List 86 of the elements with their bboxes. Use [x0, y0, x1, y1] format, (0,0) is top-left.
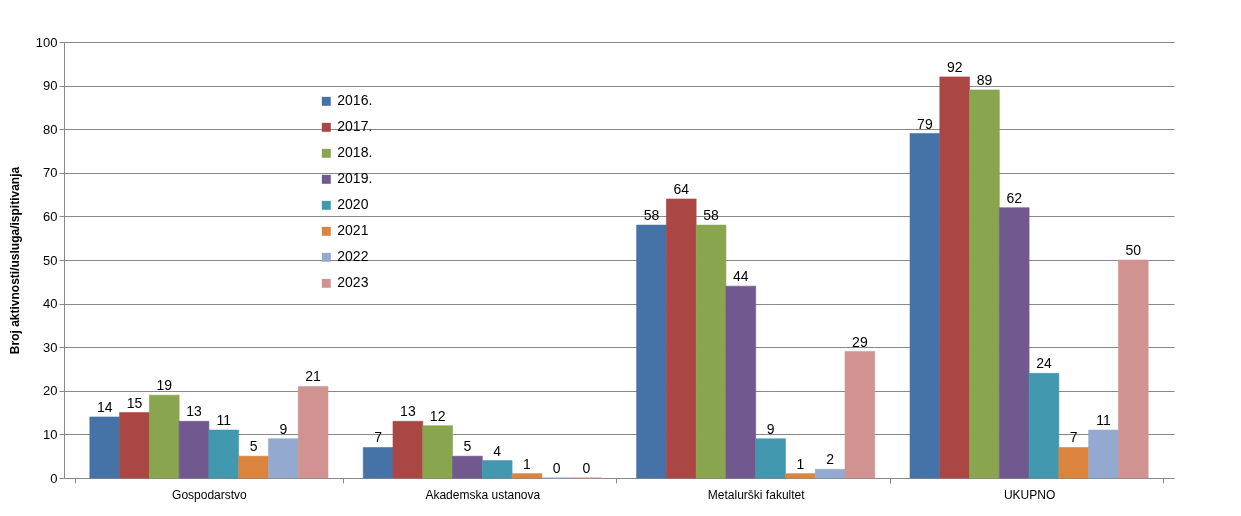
bar [1028, 373, 1060, 479]
data-label: 24 [1036, 355, 1052, 372]
bar [89, 416, 120, 479]
data-label: 9 [279, 420, 288, 437]
bar [1058, 447, 1089, 479]
x-tick-label: Metalurški fakultet [707, 487, 806, 502]
bar [452, 455, 483, 479]
y-tick-label: 70 [43, 165, 58, 181]
legend-label: 2020 [337, 196, 369, 213]
data-label: 92 [946, 58, 963, 75]
x-tick-label: UKUPNO [1003, 487, 1056, 502]
bar [1088, 429, 1119, 479]
y-tick-label: 40 [43, 296, 58, 312]
data-label: 13 [186, 403, 203, 420]
data-label: 0 [582, 460, 591, 476]
y-tick-label: 80 [43, 121, 58, 137]
bar [785, 473, 816, 479]
bar [362, 447, 394, 479]
data-label: 15 [126, 394, 143, 411]
data-label: 62 [1006, 189, 1023, 206]
data-label: 44 [733, 268, 749, 285]
bar [297, 386, 329, 479]
data-label: 50 [1125, 242, 1142, 258]
bar [392, 421, 424, 479]
data-label: 5 [463, 438, 472, 455]
data-label: 2 [826, 451, 835, 468]
y-tick-label: 20 [43, 383, 58, 399]
legend-label: 2019. [337, 170, 373, 187]
data-label: 58 [643, 207, 660, 224]
data-label: 1 [796, 455, 805, 472]
data-label: 9 [766, 420, 775, 437]
bar [119, 412, 150, 479]
legend-label: 2021 [337, 222, 369, 239]
data-label: 7 [1069, 429, 1078, 446]
y-tick-label: 60 [43, 208, 58, 224]
bar [482, 460, 513, 479]
legend-label: 2017. [337, 118, 373, 135]
bar [695, 224, 727, 479]
bar [511, 473, 543, 479]
data-label: 79 [917, 115, 933, 132]
y-tick-label: 10 [43, 426, 58, 442]
legend-label: 2018. [337, 144, 373, 161]
y-tick-label: 100 [35, 34, 58, 50]
bar [636, 224, 667, 479]
data-label: 1 [523, 455, 532, 472]
data-label: 29 [852, 333, 868, 350]
y-tick-label: 30 [43, 339, 58, 355]
data-label: 11 [1096, 412, 1111, 429]
data-label: 89 [976, 71, 993, 88]
data-label: 64 [673, 180, 690, 197]
bar [178, 421, 210, 479]
bar [909, 133, 941, 479]
legend-label: 2023 [337, 274, 369, 291]
bar [969, 89, 1000, 479]
bar [999, 207, 1030, 479]
data-label: 7 [374, 429, 383, 446]
y-tick-label: 0 [50, 470, 58, 486]
data-label: 11 [216, 412, 232, 429]
bar [1118, 259, 1149, 479]
data-label: 58 [703, 207, 720, 224]
data-label: 0 [552, 460, 561, 476]
bar [814, 468, 846, 479]
y-tick-label: 90 [43, 78, 58, 94]
bar [422, 425, 453, 479]
bar [208, 429, 239, 479]
data-label: 12 [429, 407, 446, 424]
bar [755, 438, 786, 479]
data-label: 5 [249, 438, 258, 455]
x-tick-label: Gospodarstvo [172, 487, 248, 502]
bar [725, 285, 756, 479]
bar [939, 76, 970, 479]
data-label: 13 [400, 403, 416, 420]
bar [149, 394, 180, 479]
data-label: 14 [96, 398, 113, 415]
data-label: 19 [156, 377, 173, 394]
x-tick-label: Akademska ustanova [425, 487, 541, 502]
legend-label: 2022 [337, 248, 369, 265]
bar [844, 351, 876, 479]
data-label: 21 [305, 368, 322, 385]
bar [666, 198, 697, 479]
data-label: 4 [493, 442, 502, 459]
legend-label: 2016. [337, 92, 373, 109]
y-axis-title: Broj aktivnosti/usluga/ispitivanja [7, 166, 22, 355]
bar [238, 455, 269, 479]
bar [268, 438, 299, 479]
y-tick-label: 50 [43, 252, 58, 268]
